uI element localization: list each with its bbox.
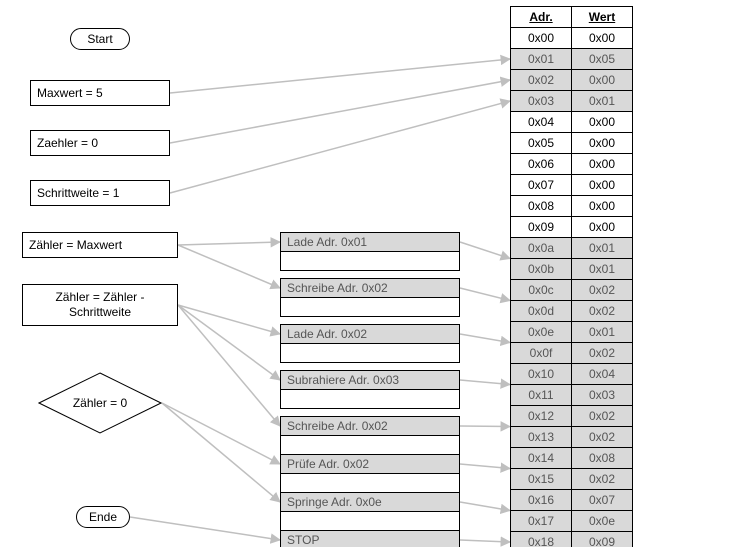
mem-adr: 0x12 (511, 406, 572, 427)
instruction-label: Lade Adr. 0x02 (287, 327, 367, 341)
mem-val: 0x08 (572, 448, 633, 469)
instruction: Schreibe Adr. 0x02 (280, 278, 460, 298)
mem-val: 0x04 (572, 364, 633, 385)
instruction-slot (280, 473, 460, 493)
mem-val: 0x02 (572, 427, 633, 448)
instruction-label: STOP (287, 533, 319, 547)
terminal-end: Ende (76, 506, 130, 528)
mem-adr: 0x11 (511, 385, 572, 406)
mem-val: 0x02 (572, 469, 633, 490)
mem-val: 0x00 (572, 175, 633, 196)
mem-adr: 0x01 (511, 49, 572, 70)
mem-adr: 0x04 (511, 112, 572, 133)
instruction-label: Schreibe Adr. 0x02 (287, 419, 388, 433)
instruction-slot (280, 297, 460, 317)
mem-adr: 0x0c (511, 280, 572, 301)
instruction: Lade Adr. 0x02 (280, 324, 460, 344)
instruction-slot (280, 251, 460, 271)
mem-adr: 0x09 (511, 217, 572, 238)
instruction: Lade Adr. 0x01 (280, 232, 460, 252)
mem-val: 0x02 (572, 280, 633, 301)
mem-adr: 0x0a (511, 238, 572, 259)
instruction-slot (280, 389, 460, 409)
flow-box-sub: Zähler = Zähler - Schrittweite (22, 284, 178, 326)
mem-adr: 0x15 (511, 469, 572, 490)
flow-box-label: Maxwert = 5 (37, 86, 103, 100)
mem-val: 0x09 (572, 532, 633, 547)
mem-val: 0x01 (572, 238, 633, 259)
mem-val: 0x02 (572, 406, 633, 427)
instruction: Prüfe Adr. 0x02 (280, 454, 460, 474)
memory-table: Adr. Wert 0x000x000x010x050x020x000x030x… (510, 6, 633, 547)
mem-val: 0x00 (572, 112, 633, 133)
flow-box-schritt: Schrittweite = 1 (30, 180, 170, 206)
flow-box-maxwert: Maxwert = 5 (30, 80, 170, 106)
mem-adr: 0x13 (511, 427, 572, 448)
mem-val: 0x02 (572, 301, 633, 322)
decision-label: Zähler = 0 (73, 396, 127, 410)
mem-adr: 0x17 (511, 511, 572, 532)
mem-header-adr: Adr. (511, 7, 572, 28)
instruction-slot (280, 435, 460, 455)
terminal-start-label: Start (87, 32, 112, 46)
mem-val: 0x01 (572, 322, 633, 343)
mem-val: 0x00 (572, 133, 633, 154)
mem-header-val: Wert (572, 7, 633, 28)
mem-adr: 0x0e (511, 322, 572, 343)
mem-adr: 0x0b (511, 259, 572, 280)
mem-adr: 0x08 (511, 196, 572, 217)
mem-val: 0x00 (572, 28, 633, 49)
mem-adr: 0x10 (511, 364, 572, 385)
flow-box-label: Schrittweite = 1 (37, 186, 119, 200)
mem-adr: 0x06 (511, 154, 572, 175)
instruction-label: Springe Adr. 0x0e (287, 495, 382, 509)
instruction-label: Prüfe Adr. 0x02 (287, 457, 369, 471)
instruction-label: Subrahiere Adr. 0x03 (287, 373, 399, 387)
instruction-slot (280, 511, 460, 531)
instruction-label: Lade Adr. 0x01 (287, 235, 367, 249)
mem-adr: 0x18 (511, 532, 572, 547)
mem-adr: 0x02 (511, 70, 572, 91)
mem-val: 0x01 (572, 259, 633, 280)
instruction: Springe Adr. 0x0e (280, 492, 460, 512)
flow-box-label: Zähler = Zähler - Schrittweite (29, 290, 171, 320)
mem-val: 0x05 (572, 49, 633, 70)
terminal-end-label: Ende (89, 510, 117, 524)
mem-val: 0x00 (572, 196, 633, 217)
mem-adr: 0x05 (511, 133, 572, 154)
mem-adr: 0x0d (511, 301, 572, 322)
mem-adr: 0x0f (511, 343, 572, 364)
flow-box-assign: Zähler = Maxwert (22, 232, 178, 258)
instruction-slot (280, 343, 460, 363)
mem-val: 0x00 (572, 217, 633, 238)
flow-box-label: Zaehler = 0 (37, 136, 98, 150)
mem-adr: 0x07 (511, 175, 572, 196)
instruction-label: Schreibe Adr. 0x02 (287, 281, 388, 295)
mem-adr: 0x16 (511, 490, 572, 511)
mem-val: 0x03 (572, 385, 633, 406)
instruction: Subrahiere Adr. 0x03 (280, 370, 460, 390)
flow-box-zaehler0: Zaehler = 0 (30, 130, 170, 156)
mem-adr: 0x14 (511, 448, 572, 469)
decision-zaehler-0: Zähler = 0 (38, 372, 162, 434)
mem-val: 0x02 (572, 343, 633, 364)
instruction: Schreibe Adr. 0x02 (280, 416, 460, 436)
mem-val: 0x00 (572, 154, 633, 175)
mem-adr: 0x00 (511, 28, 572, 49)
mem-val: 0x01 (572, 91, 633, 112)
mem-val: 0x0e (572, 511, 633, 532)
flow-box-label: Zähler = Maxwert (29, 238, 122, 252)
terminal-start: Start (70, 28, 130, 50)
mem-val: 0x00 (572, 70, 633, 91)
mem-val: 0x07 (572, 490, 633, 511)
mem-adr: 0x03 (511, 91, 572, 112)
instruction: STOP (280, 530, 460, 547)
diagram-root: Start Ende Maxwert = 5 Zaehler = 0 Schritt… (0, 0, 753, 547)
